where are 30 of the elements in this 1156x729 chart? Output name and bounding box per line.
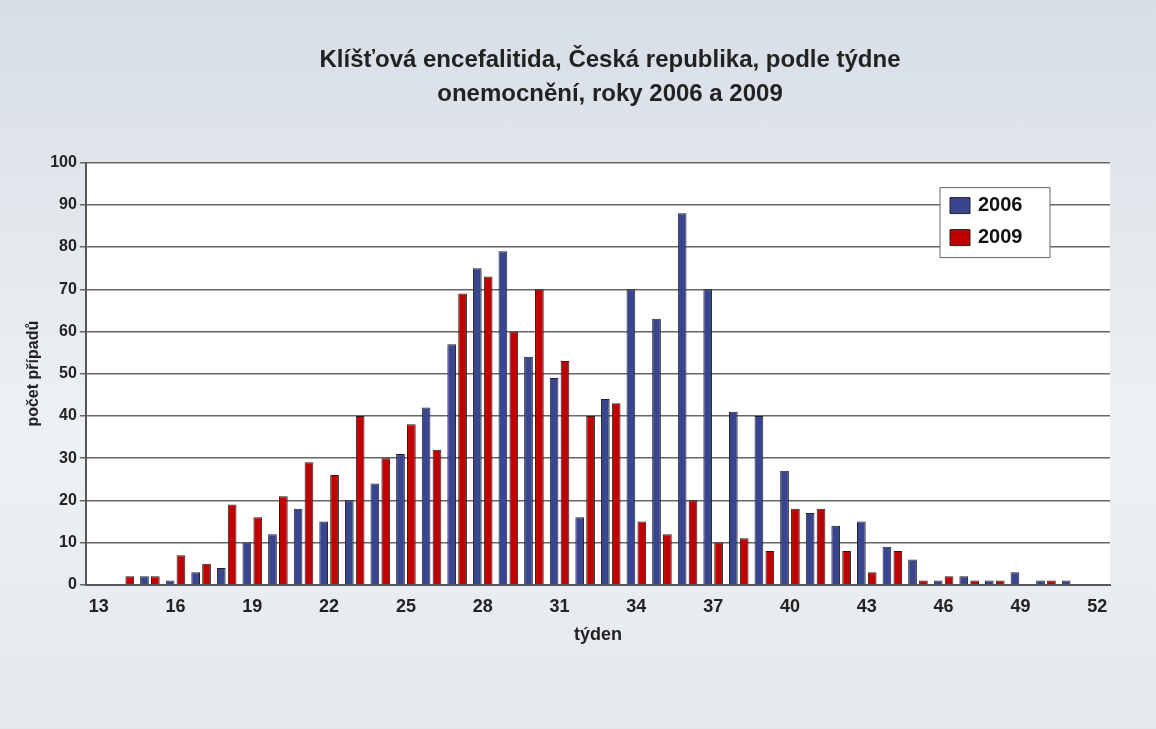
x-tick-label: 40 (779, 595, 800, 616)
y-tick-label: 60 (59, 321, 77, 339)
x-tick-label: 28 (472, 595, 493, 616)
legend-label: 2006 (978, 193, 1023, 216)
y-tick-label: 0 (67, 575, 77, 593)
chart-title: Klíšťová encefalitida, Česká republika, podle týdne onemocnění, roky 2006 a 2009 (318, 44, 902, 108)
x-tick-label: 34 (626, 595, 647, 616)
x-tick-label: 22 (319, 595, 340, 616)
y-tick-label: 40 (59, 406, 77, 424)
x-tick-label: 52 (1087, 595, 1108, 616)
legend-label: 2009 (978, 225, 1023, 248)
x-tick-label: 13 (88, 595, 109, 616)
x-tick-label: 43 (856, 595, 877, 616)
y-tick-label: 50 (59, 364, 77, 382)
y-tick-label: 70 (59, 279, 77, 297)
y-tick-label: 80 (59, 237, 77, 255)
y-tick-label: 100 (50, 153, 77, 171)
y-axis-title: počet případů (24, 320, 42, 427)
x-tick-label: 16 (165, 595, 186, 616)
x-axis-title: týden (573, 624, 622, 645)
y-tick-label: 30 (59, 448, 77, 466)
x-tick-label: 46 (933, 595, 954, 616)
x-tick-label: 19 (242, 595, 263, 616)
x-tick-label: 31 (549, 595, 570, 616)
y-tick-label: 10 (59, 532, 77, 550)
x-tick-label: 49 (1010, 595, 1031, 616)
y-tick-label: 20 (59, 490, 77, 508)
y-tick-label: 90 (59, 195, 77, 213)
x-tick-label: 25 (395, 595, 416, 616)
x-tick-label: 37 (703, 595, 724, 616)
